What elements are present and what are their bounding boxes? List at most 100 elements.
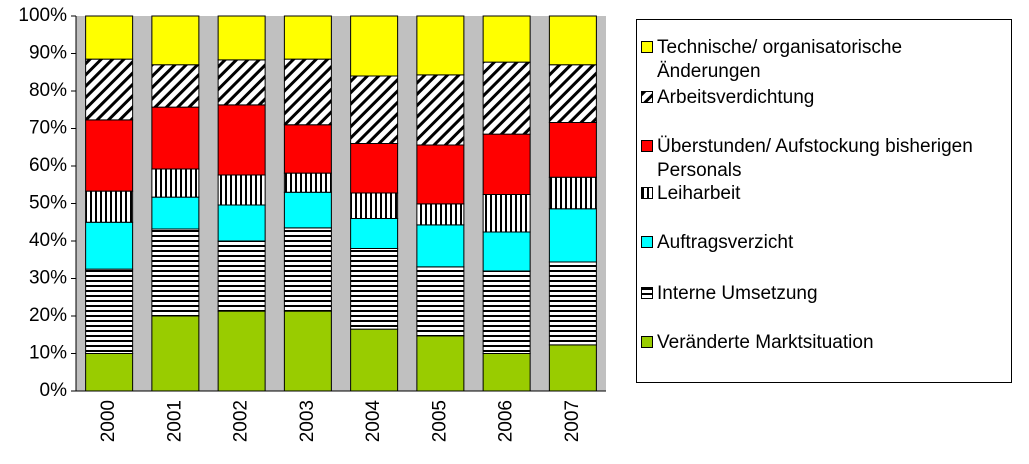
bar-segment — [217, 310, 266, 392]
bar-segment — [85, 268, 134, 354]
bar-segment — [482, 61, 531, 135]
swatch-rect — [642, 188, 652, 198]
legend-swatch — [641, 336, 653, 348]
x-tick-label: 2005 — [429, 400, 450, 442]
swatch-rect — [642, 337, 652, 347]
legend: Technische/ organisatorische Änderungen A… — [636, 19, 1012, 383]
x-tick-label: 2003 — [297, 400, 318, 442]
y-tick-label: 0% — [40, 380, 68, 401]
bar-segment — [482, 270, 531, 354]
bar-segment — [85, 353, 134, 392]
legend-label: Überstunden/ Aufstockung bisherigen Pers… — [657, 136, 973, 181]
bar-segment — [548, 176, 597, 210]
swatch-fill — [642, 188, 652, 198]
legend-swatch — [641, 236, 653, 248]
bar-segment — [416, 224, 465, 268]
y-tick-label: 80% — [29, 80, 67, 101]
legend-label: Technische/ organisatorische Änderungen — [657, 37, 903, 82]
bar-segment — [217, 174, 266, 206]
bar-segment — [482, 15, 531, 63]
swatch-rect — [642, 42, 652, 52]
bar-segment — [350, 75, 399, 144]
bar-segment — [85, 58, 134, 121]
bar-segment — [416, 203, 465, 226]
bar-segment — [482, 231, 531, 272]
swatch-fill — [642, 141, 652, 151]
legend-label: Leiharbeit — [657, 183, 741, 204]
bar-segment — [85, 15, 134, 60]
bar-segment — [416, 144, 465, 205]
bar-segment — [482, 353, 531, 392]
bar-segment — [151, 15, 200, 66]
x-tick-label: 2006 — [496, 400, 517, 442]
bar-segment — [482, 133, 531, 195]
x-tick-label: 2004 — [363, 400, 384, 443]
legend-label: Interne Umsetzung — [657, 283, 818, 304]
y-tick-label: 100% — [18, 5, 67, 26]
y-tick-label: 70% — [29, 118, 67, 139]
bar-segment — [416, 266, 465, 337]
plot: 0% 10% 20% 30% 40% 50% 60% 70% 80% 90% 100% 2000 200… — [18, 5, 606, 443]
y-tick-label: 90% — [29, 43, 67, 64]
x-tick-label: 2007 — [562, 400, 583, 442]
legend-swatch — [641, 91, 653, 103]
bar-segment — [350, 15, 399, 77]
swatch-rect — [642, 92, 652, 102]
swatch-rect — [642, 288, 652, 298]
bar-segment — [283, 15, 332, 60]
x-tick-label: 2002 — [231, 400, 252, 442]
swatch-fill — [642, 337, 652, 347]
x-tick-label: 2001 — [164, 400, 185, 442]
bar-segment — [548, 64, 597, 123]
y-tick-label: 20% — [29, 305, 67, 326]
legend-swatch — [641, 140, 653, 152]
y-tick-label: 30% — [29, 268, 67, 289]
bar-segment — [283, 172, 332, 193]
bar-segment — [85, 190, 134, 223]
bar-segment — [217, 204, 266, 242]
y-tick-label: 10% — [29, 343, 67, 364]
bar-segment — [350, 328, 399, 392]
legend-swatch — [641, 187, 653, 199]
bar-segment — [217, 59, 266, 106]
bar-segment — [350, 143, 399, 194]
swatch-rect — [642, 237, 652, 247]
x-tick-label: 2000 — [98, 400, 119, 442]
bar-segment — [350, 248, 399, 330]
bar-segment — [151, 106, 200, 170]
bar-segment — [283, 227, 332, 312]
swatch-fill — [642, 42, 652, 52]
legend-swatch — [641, 287, 653, 299]
bar-segment — [548, 344, 597, 392]
legend-label: Auftragsverzicht — [657, 232, 794, 253]
bar-segment — [548, 208, 597, 263]
bar-segment — [217, 240, 266, 312]
y-tick-label: 50% — [29, 193, 67, 214]
bar-segment — [283, 191, 332, 229]
swatch-fill — [642, 237, 652, 247]
bar-segment — [85, 221, 134, 270]
bar-segment — [217, 104, 266, 176]
bar-segment — [151, 64, 200, 108]
bar-segment — [350, 192, 399, 219]
swatch-fill — [642, 92, 652, 102]
swatch-fill — [642, 288, 652, 298]
bar-segment — [151, 168, 200, 198]
bar-segment — [548, 15, 597, 66]
bar-segment — [548, 122, 597, 178]
y-tick-label: 40% — [29, 230, 67, 251]
bar-segment — [416, 15, 465, 76]
swatch-rect — [642, 141, 652, 151]
bar-segment — [151, 196, 200, 230]
bar-segment — [283, 124, 332, 174]
y-tick-label: 60% — [29, 155, 67, 176]
bar-segment — [416, 74, 465, 146]
legend-swatch — [641, 41, 653, 53]
bar-segment — [416, 335, 465, 392]
bar-segment — [350, 218, 399, 249]
legend-label: Veränderte Marktsituation — [657, 332, 874, 353]
bar-segment — [217, 15, 266, 61]
bar-segment — [151, 228, 200, 317]
bar-segment — [151, 315, 200, 392]
